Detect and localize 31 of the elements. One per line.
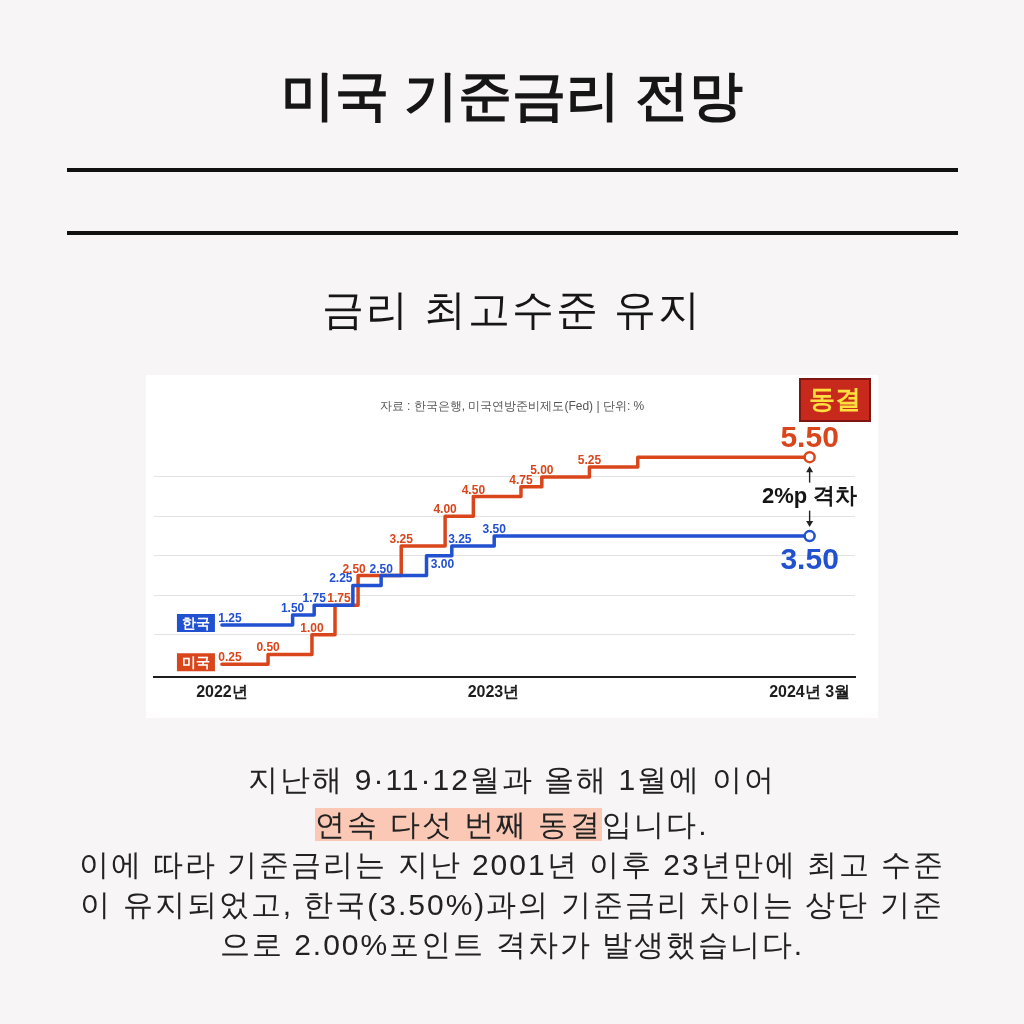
data-label: 0.50: [256, 640, 281, 655]
data-label: 1.75: [327, 591, 352, 606]
text: 동결: [809, 384, 861, 415]
x-tick-label: 2022년: [196, 682, 248, 700]
x-tick-label: 2024년 3월: [769, 682, 851, 700]
chart-title: 미국 기준금리 전망: [280, 64, 744, 127]
data-label: 3.50: [482, 522, 507, 537]
text: 자료 : 한국은행, 미국연방준비제도(Fed) | 단위: %: [379, 399, 645, 414]
data-label: 2.50: [369, 561, 394, 576]
annotation: 2%p 격차: [761, 482, 858, 508]
data-label: 1.25: [218, 610, 242, 625]
text: 지난해 9·11·12월과 올해 1월에 이어: [247, 762, 777, 798]
data-label: 3.50: [780, 542, 839, 576]
data-label: 5.25: [577, 453, 602, 468]
text: 연속 다섯 번째 동결: [315, 808, 603, 841]
data-label: 3.00: [430, 556, 455, 571]
series-label: 미국: [181, 654, 210, 671]
x-tick-label: 2023년: [467, 682, 520, 700]
data-label: 3.25: [448, 531, 472, 546]
chart-subtitle: 금리 최고수준 유지: [321, 285, 703, 335]
data-label: 1.50: [280, 601, 305, 616]
data-label: 2.25: [329, 571, 353, 586]
text: 입니다.: [602, 808, 709, 841]
data-label: 5.50: [780, 420, 839, 454]
data-label: 4.00: [433, 502, 458, 517]
text: 이에 따라 기준금리는 지난 2001년 이후 23년만에 최고 수준이 유지되었고, 한국(3.50%)과의 기준금리 차이는 상단 기준으로 2.00%포인트 격차가 발생했습니다.: [77, 847, 947, 963]
data-label: 0.25: [218, 650, 242, 665]
data-label: 4.50: [461, 482, 486, 497]
data-label: 3.25: [389, 531, 414, 546]
series-label: 한국: [181, 614, 210, 631]
data-label: 1.00: [300, 620, 324, 635]
